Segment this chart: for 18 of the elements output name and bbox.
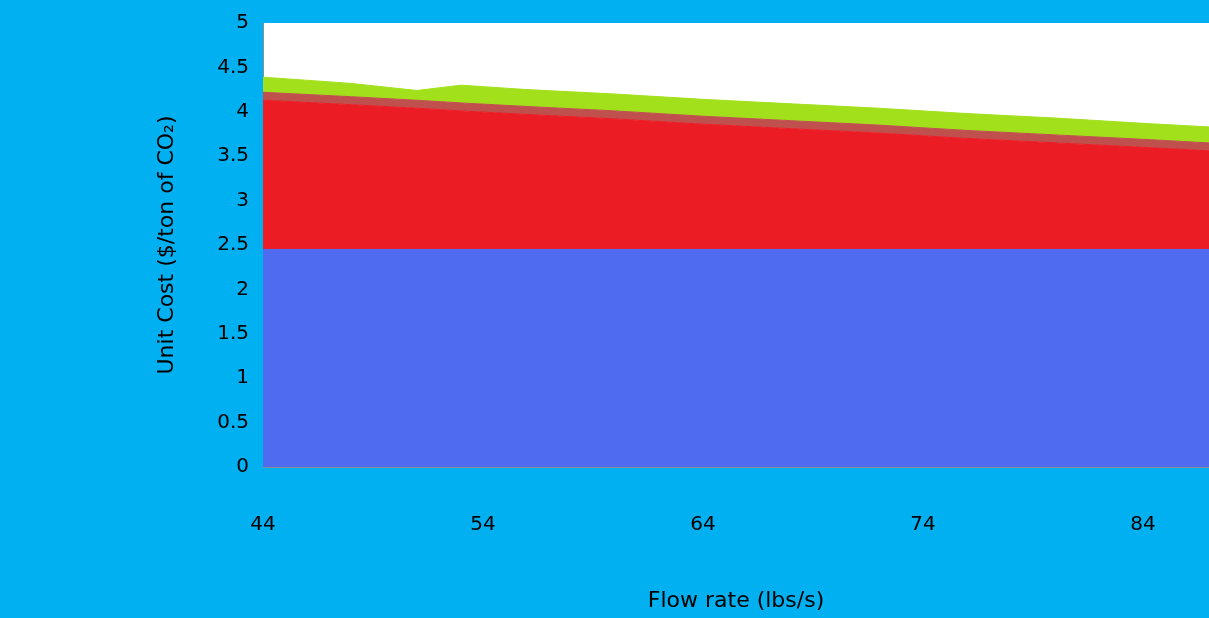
- y-tick-label: 2: [236, 275, 249, 300]
- y-tick-label: 0.5: [217, 408, 249, 433]
- y-tick-label: 1.5: [217, 320, 249, 344]
- y-axis-title: Unit Cost ($/ton of CO₂): [152, 115, 178, 375]
- x-axis-title: Flow rate (lbs/s): [647, 586, 825, 612]
- x-tick-label: 54: [470, 511, 496, 536]
- y-tick-label: 2.5: [217, 231, 249, 256]
- x-tick-label: 44: [250, 511, 276, 536]
- y-tick-label: 1: [236, 364, 249, 389]
- y-tick-label: 3.5: [217, 142, 249, 167]
- x-tick-label: 64: [690, 511, 716, 536]
- y-tick-label: 0: [236, 453, 249, 478]
- y-tick-label: 4.5: [217, 53, 249, 78]
- x-tick-label: 74: [910, 511, 936, 536]
- x-tick-label: 84: [1130, 511, 1156, 536]
- y-tick-label: 4: [236, 98, 249, 122]
- y-tick-label: 3: [236, 186, 249, 211]
- y-tick-label: 5: [236, 9, 249, 34]
